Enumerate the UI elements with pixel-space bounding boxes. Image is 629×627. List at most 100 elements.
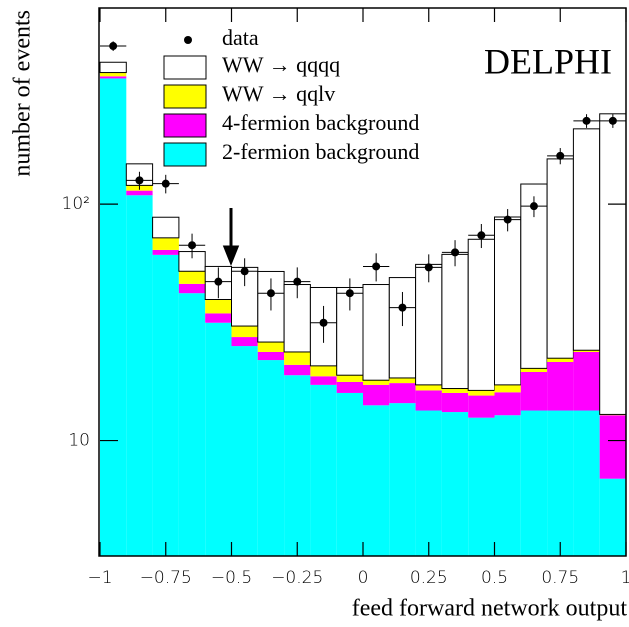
histogram-bar — [494, 415, 521, 556]
histogram-bar — [363, 405, 390, 556]
legend-marker — [184, 36, 192, 44]
histogram-bar — [389, 377, 416, 384]
histogram-bar — [494, 216, 522, 386]
data-point — [582, 116, 591, 125]
data-point — [214, 277, 223, 286]
data-point — [556, 151, 565, 160]
x-tick-label: −0.25 — [271, 568, 323, 588]
histogram-bar — [205, 313, 232, 323]
histogram-bar — [284, 375, 311, 556]
histogram-bar — [363, 384, 390, 406]
histogram-bar — [152, 254, 179, 556]
data-point — [372, 262, 381, 271]
histogram-bar — [284, 351, 311, 365]
histogram-bar — [310, 365, 337, 377]
x-tick-label: 1 — [621, 568, 629, 588]
histogram-bar — [468, 390, 495, 396]
histogram-bar — [547, 410, 574, 556]
histogram-bar — [546, 158, 574, 359]
histogram-bar — [99, 61, 127, 74]
histogram-bar — [126, 195, 153, 557]
histogram-bar — [389, 383, 416, 404]
x-tick-label: −0.5 — [211, 568, 252, 588]
histogram-bar — [389, 403, 416, 556]
histogram-bar — [231, 326, 258, 338]
legend-swatch — [163, 84, 207, 109]
x-tick-label: 0 — [358, 568, 369, 588]
data-point — [135, 176, 144, 185]
x-axis-label: feed forward network output — [352, 596, 628, 622]
histogram-bar — [336, 375, 363, 382]
histogram-bar — [100, 78, 127, 557]
histogram-bar — [415, 390, 442, 411]
y-axis-label: number of events — [10, 10, 36, 177]
histogram-bar — [178, 283, 206, 294]
legend-label: 2-fermion background — [222, 139, 419, 164]
histogram-bar — [100, 72, 127, 77]
data-point — [293, 277, 302, 286]
histogram-bar — [152, 216, 180, 239]
histogram-bar — [336, 392, 363, 556]
y-tick-label: 10 — [68, 431, 90, 451]
x-tick-label: −0.75 — [140, 568, 192, 588]
data-point — [529, 202, 538, 211]
histogram-bar — [415, 384, 442, 391]
histogram-bar — [362, 284, 390, 381]
legend-swatch — [163, 142, 207, 167]
histogram-bar — [310, 376, 337, 385]
data-point — [345, 289, 354, 298]
histogram-bar — [257, 351, 285, 361]
histogram-bar — [205, 299, 232, 314]
data-point — [477, 231, 486, 240]
histogram-bar — [257, 342, 285, 352]
histogram-bar — [468, 417, 495, 556]
histogram-bar — [205, 322, 232, 556]
data-point — [451, 248, 460, 257]
histogram-bar — [547, 358, 574, 362]
data-point — [188, 241, 197, 250]
histogram-bar — [599, 415, 626, 479]
histogram-bar — [441, 388, 469, 393]
histogram-bar — [231, 337, 258, 347]
y-tick-label: 10² — [62, 194, 90, 214]
annotation: DELPHI — [484, 41, 612, 81]
legend-label: WW → qqlv — [222, 81, 335, 106]
legend-label: WW → qqqq — [222, 52, 340, 77]
data-point — [240, 267, 249, 276]
histogram-bar — [494, 392, 521, 416]
histogram-bar — [441, 412, 469, 556]
histogram-bar — [100, 76, 127, 79]
histogram-bar — [573, 351, 600, 411]
legend-swatch — [163, 55, 207, 80]
data-point — [608, 116, 617, 125]
histogram-bar — [178, 293, 206, 556]
data-point — [319, 318, 328, 327]
histogram-bar — [284, 364, 311, 376]
histogram-bar — [336, 381, 363, 393]
data-point — [398, 303, 407, 312]
data-point — [424, 263, 433, 272]
histogram-bar — [599, 113, 627, 415]
histogram-bar — [520, 371, 548, 411]
data-point — [266, 289, 275, 298]
histogram-bar — [231, 346, 258, 556]
x-tick-label: 0.5 — [481, 568, 508, 588]
legend-swatch — [163, 113, 207, 138]
histogram-bar — [494, 384, 521, 393]
histogram-bar — [152, 237, 179, 250]
legend-label: 4-fermion background — [222, 110, 419, 135]
histogram-bar — [257, 360, 285, 556]
histogram-bar — [441, 392, 469, 413]
x-tick-label: 0.25 — [410, 568, 448, 588]
histogram-bar — [363, 380, 390, 385]
histogram-bar — [415, 263, 443, 386]
histogram-bar — [441, 253, 469, 390]
histogram-bar — [152, 249, 179, 255]
histogram-bar — [310, 384, 337, 556]
data-point — [161, 179, 170, 188]
legend-label: data — [222, 25, 259, 50]
x-tick-label: −1 — [87, 568, 112, 588]
histogram-bar — [572, 128, 601, 351]
histogram-bar — [573, 410, 600, 556]
